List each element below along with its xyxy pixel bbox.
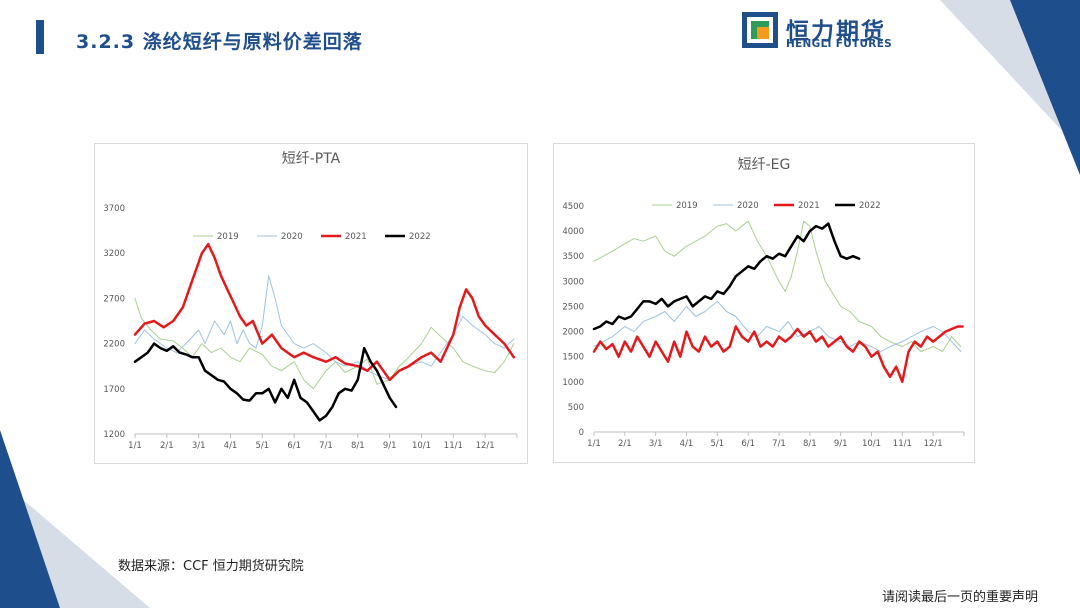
chart1-x-tick-label: 8/1 xyxy=(351,441,365,451)
chart1-y-tick-label: 2700 xyxy=(103,294,125,304)
chart2-x-tick-label: 5/1 xyxy=(710,439,724,449)
chart1-series-line-2022 xyxy=(133,342,398,422)
chart1-y-tick-label: 3700 xyxy=(103,204,125,214)
chart1-x-tick-label: 5/1 xyxy=(255,441,269,451)
disclaimer-note: 请阅读最后一页的重要声明 xyxy=(882,590,1039,605)
chart2-y-tick-label: 4000 xyxy=(562,227,584,237)
chart2-x-tick-label: 9/1 xyxy=(834,439,848,449)
chart2-x-tick-label: 2/1 xyxy=(618,439,632,449)
chart2-x-tick-label: 1/1 xyxy=(587,439,601,449)
chart1-y-tick-label: 3200 xyxy=(103,249,125,259)
chart1-y-tick-label: 1200 xyxy=(103,430,125,440)
chart2-x-tick-label: 7/1 xyxy=(772,439,786,449)
chart2-y-tick-label: 4500 xyxy=(562,202,584,212)
chart1-legend-label-2022: 2022 xyxy=(409,232,431,242)
chart2-x-tick-label: 8/1 xyxy=(803,439,817,449)
corner-shape-bottom-left-dark xyxy=(0,430,60,608)
chart2-x-tick-label: 6/1 xyxy=(741,439,755,449)
page-title: 3.2.3 涤纶短纤与原料价差回落 xyxy=(76,31,363,53)
chart-polyester-eg-spread: 短纤-EG 0 500 1000 1500 2000 2500 3000 3500 4000 450… xyxy=(553,143,975,463)
chart2-y-tick-label: 1500 xyxy=(562,353,584,363)
chart2-title: 短纤-EG xyxy=(738,157,791,173)
chart2-x-tick-label: 4/1 xyxy=(680,439,694,449)
corner-shape-top-right-dark xyxy=(1010,0,1080,175)
chart2-y-tick-label: 2000 xyxy=(562,328,584,338)
chart1-title: 短纤-PTA xyxy=(282,151,341,167)
chart1-y-tick-label: 1700 xyxy=(103,385,125,395)
chart1-legend-label-2021: 2021 xyxy=(345,232,367,242)
chart2-y-tick-label: 1000 xyxy=(562,378,584,388)
chart2-y-tick-label: 500 xyxy=(568,403,584,413)
chart2-x-tick-label: 10/1 xyxy=(862,439,881,449)
chart2-legend-label-2022: 2022 xyxy=(859,201,881,211)
chart2-legend-label-2019: 2019 xyxy=(676,201,698,211)
chart2-x-tick-label: 11/1 xyxy=(893,439,912,449)
chart1-x-tick-label: 12/1 xyxy=(476,441,495,451)
chart2-y-tick-label: 2500 xyxy=(562,302,584,312)
chart1-x-tick-label: 4/1 xyxy=(224,441,238,451)
chart1-legend-label-2020: 2020 xyxy=(281,232,303,242)
chart1-x-tick-label: 7/1 xyxy=(319,441,333,451)
chart1-x-tick-label: 1/1 xyxy=(128,441,142,451)
chart2-series-line-2019 xyxy=(593,220,962,353)
chart2-series-line-2022 xyxy=(592,222,861,331)
chart1-x-tick-label: 3/1 xyxy=(192,441,206,451)
chart2-series-line-2021 xyxy=(592,325,964,384)
company-logo: 恒力期货 HENGLI FUTURES xyxy=(742,12,912,52)
chart2-x-tick-label: 12/1 xyxy=(924,439,943,449)
chart2-x-tick-label: 3/1 xyxy=(649,439,663,449)
chart1-x-tick-label: 10/1 xyxy=(412,441,431,451)
chart2-svg: 短纤-EG 0 500 1000 1500 2000 2500 3000 3500 4000 450… xyxy=(562,157,965,449)
chart2-y-tick-label: 3000 xyxy=(562,277,584,287)
chart1-y-tick-label: 2200 xyxy=(103,340,125,350)
chart1-series-line-2020 xyxy=(134,275,515,381)
data-source-note: 数据来源：CCF 恒力期货研究院 xyxy=(118,559,304,574)
chart2-series-line-2020 xyxy=(593,300,962,353)
chart2-legend-label-2021: 2021 xyxy=(798,201,820,211)
chart1-x-tick-label: 11/1 xyxy=(444,441,463,451)
chart2-y-tick-label: 3500 xyxy=(562,252,584,262)
logo-mark-icon xyxy=(742,12,778,48)
chart1-svg: 短纤-PTA 1200 1700 2200 2700 3200 3700 1/1 2/1 3/1 4… xyxy=(103,151,518,451)
title-accent-bar xyxy=(36,20,44,54)
chart1-x-tick-label: 6/1 xyxy=(287,441,301,451)
chart1-legend-label-2019: 2019 xyxy=(217,232,239,242)
chart1-series-line-2019 xyxy=(134,297,515,390)
chart1-series-line-2021 xyxy=(133,242,516,382)
logo-text-en: HENGLI FUTURES xyxy=(786,38,893,50)
chart1-x-tick-label: 9/1 xyxy=(383,441,397,451)
chart2-legend-label-2020: 2020 xyxy=(737,201,759,211)
logo-text-cn: 恒力期货 xyxy=(786,19,886,45)
chart2-y-tick-label: 0 xyxy=(579,428,584,438)
chart1-x-tick-label: 2/1 xyxy=(160,441,174,451)
chart-polyester-pta-spread: 短纤-PTA 1200 1700 2200 2700 3200 3700 1/1 2/1 3/1 4… xyxy=(94,143,528,464)
